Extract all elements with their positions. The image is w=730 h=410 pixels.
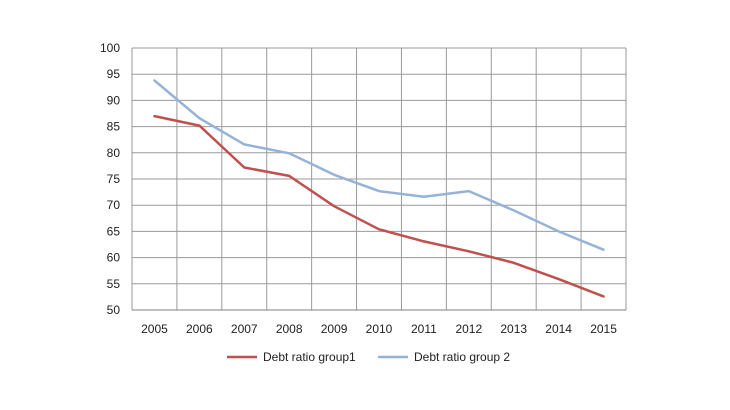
grid-lines xyxy=(131,47,627,311)
y-tick-label-85: 85 xyxy=(107,120,121,134)
x-tick-label-2009: 2009 xyxy=(321,322,348,336)
series-lines xyxy=(153,79,605,298)
y-tick-label-60: 60 xyxy=(107,251,121,265)
x-tick-label-2010: 2010 xyxy=(366,322,393,336)
legend-label-1: Debt ratio group1 xyxy=(263,350,356,364)
x-tick-label-2008: 2008 xyxy=(276,322,303,336)
y-tick-label-95: 95 xyxy=(107,67,121,81)
x-tick-label-2007: 2007 xyxy=(231,322,258,336)
x-tick-label-2011: 2011 xyxy=(411,322,437,336)
y-tick-label-70: 70 xyxy=(107,198,121,212)
y-tick-label-90: 90 xyxy=(107,93,121,107)
legend: Debt ratio group1 Debt ratio group 2 xyxy=(227,350,510,364)
x-tick-label-2005: 2005 xyxy=(141,322,168,336)
y-tick-label-65: 65 xyxy=(107,224,121,238)
x-tick-label-2014: 2014 xyxy=(545,322,572,336)
x-tick-label-2013: 2013 xyxy=(500,322,527,336)
x-tick-label-2006: 2006 xyxy=(186,322,213,336)
y-tick-label-55: 55 xyxy=(107,277,121,291)
y-tick-label-80: 80 xyxy=(107,146,121,160)
y-tick-label-75: 75 xyxy=(107,172,121,186)
tick-labels: 50 55 60 65 70 75 80 85 90 95 100 2005 2006 2007 2008 2… xyxy=(100,41,617,336)
x-tick-label-2015: 2015 xyxy=(590,322,617,336)
y-tick-label-50: 50 xyxy=(107,303,121,317)
x-tick-label-2012: 2012 xyxy=(455,322,482,336)
y-tick-label-100: 100 xyxy=(100,41,120,55)
legend-label-2: Debt ratio group 2 xyxy=(414,350,510,364)
